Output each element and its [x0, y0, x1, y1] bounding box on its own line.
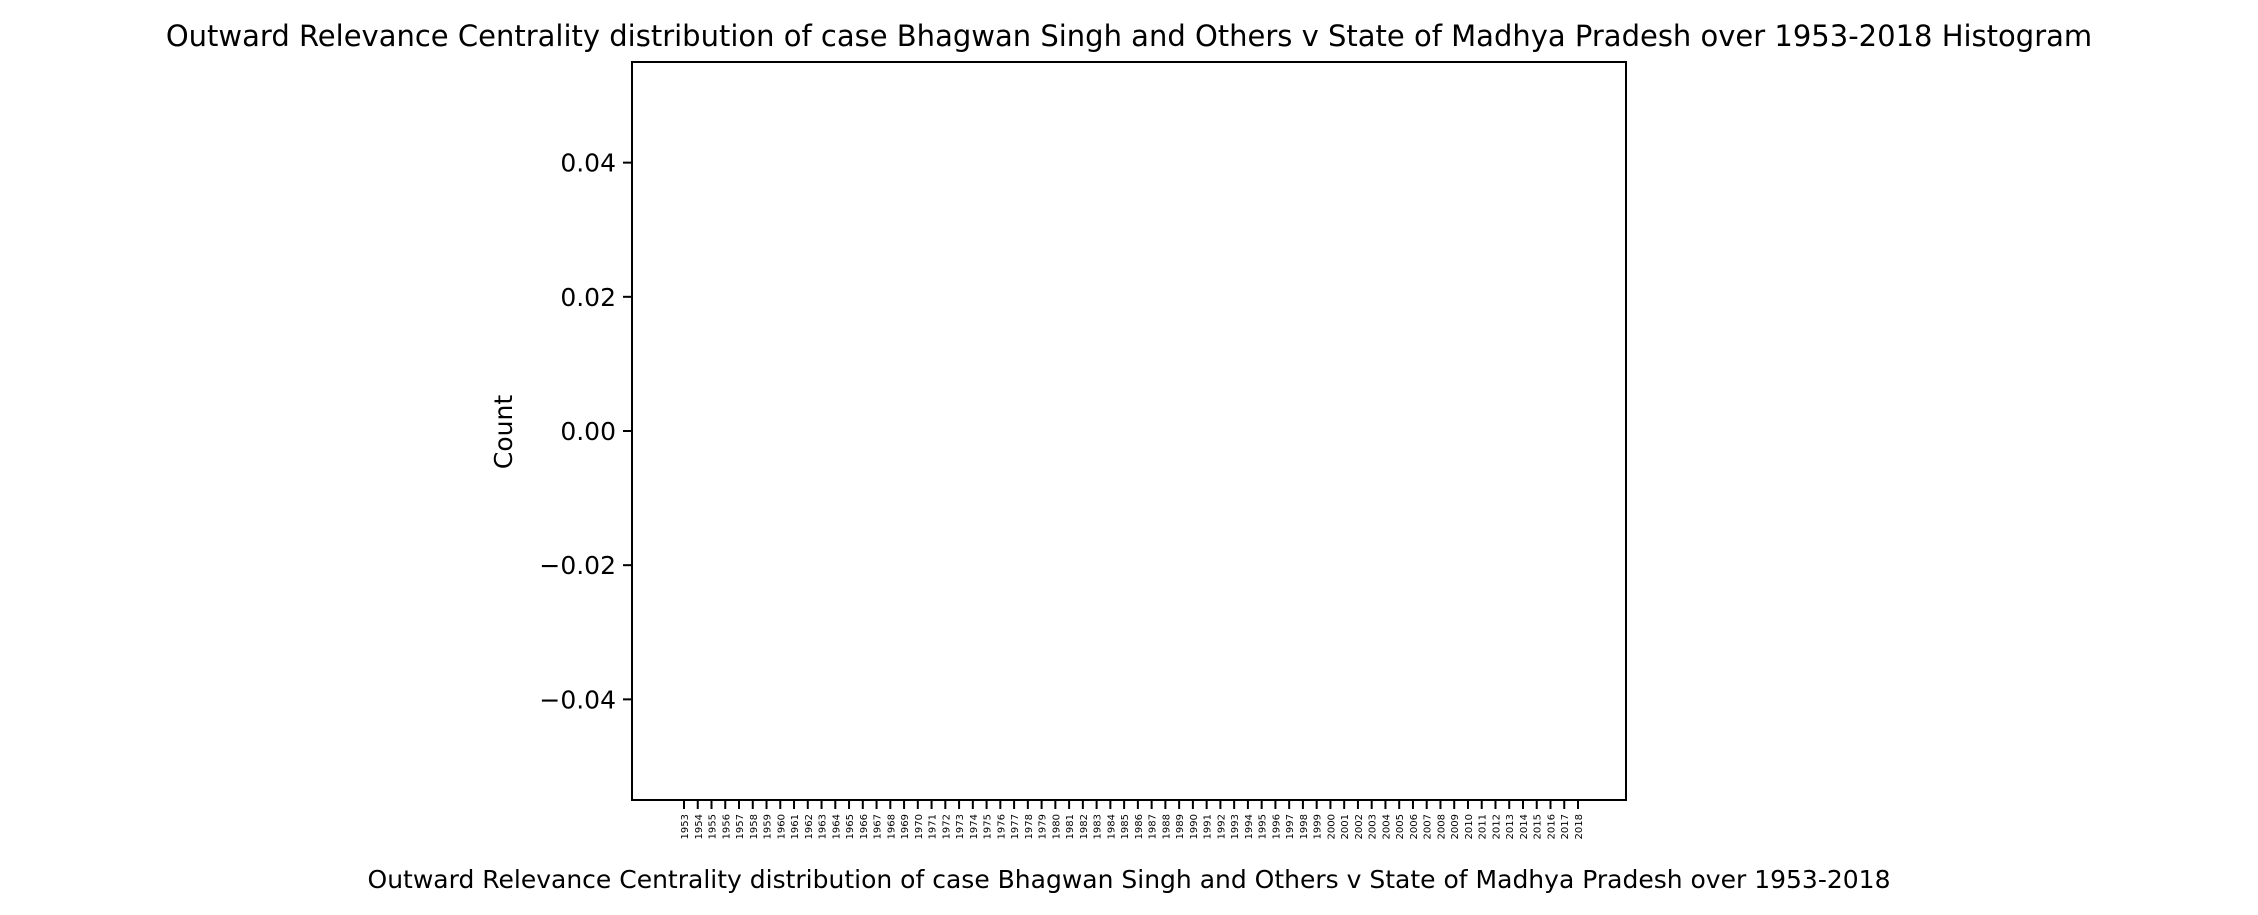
x-tick-label: 1954	[694, 814, 705, 839]
x-tick-label: 1991	[1203, 814, 1214, 839]
x-tick-label: 1959	[763, 814, 774, 839]
x-tick-label: 1956	[721, 814, 732, 839]
x-tick-label: 1981	[1065, 814, 1076, 839]
x-tick-label: 1968	[886, 814, 897, 839]
x-tick-label: 1996	[1271, 814, 1282, 839]
x-tick-label: 1958	[749, 814, 760, 839]
x-tick-label: 2012	[1491, 814, 1502, 839]
x-tick-label: 1975	[983, 814, 994, 839]
x-tick-label: 1971	[928, 814, 939, 839]
x-tick-label: 1973	[955, 814, 966, 839]
x-tick-label: 1989	[1175, 814, 1186, 839]
x-tick-label: 1984	[1106, 814, 1117, 839]
x-tick-label: 2008	[1436, 814, 1447, 839]
x-tick-label: 1965	[845, 814, 856, 839]
x-tick-label: 1970	[914, 814, 925, 839]
x-tick-label: 2003	[1368, 814, 1379, 839]
x-tick-label: 1979	[1038, 814, 1049, 839]
x-tick-label: 1998	[1299, 814, 1310, 839]
x-tick-label: 2011	[1478, 814, 1489, 839]
x-tick-label: 1997	[1285, 814, 1296, 839]
x-tick-label: 1999	[1313, 814, 1324, 839]
x-tick-label: 1983	[1093, 814, 1104, 839]
x-tick-label: 2013	[1505, 814, 1516, 839]
y-tick-label: 0.02	[560, 283, 616, 312]
x-tick-label: 1976	[996, 814, 1007, 839]
x-tick-label: 2018	[1574, 814, 1585, 839]
x-tick-label: 1986	[1134, 814, 1145, 839]
x-tick-label: 1961	[790, 814, 801, 839]
y-axis-label: Count	[489, 395, 518, 469]
x-tick-label: 2014	[1519, 814, 1530, 839]
x-tick-label: 1987	[1148, 814, 1159, 839]
x-tick-label: 1960	[776, 814, 787, 839]
x-tick-label: 1972	[941, 814, 952, 839]
x-tick-label: 1966	[859, 814, 870, 839]
y-tick-label: 0.04	[560, 149, 616, 178]
x-tick-label: 1963	[818, 814, 829, 839]
x-tick-label: 1977	[1010, 814, 1021, 839]
x-tick-label: 1990	[1189, 814, 1200, 839]
x-tick-label: 1994	[1244, 814, 1255, 839]
x-tick-label: 2010	[1464, 814, 1475, 839]
y-tick-label: −0.02	[539, 551, 616, 580]
x-tick-label: 2004	[1381, 814, 1392, 839]
x-tick-label: 2016	[1546, 814, 1557, 839]
x-tick-label: 1980	[1051, 814, 1062, 839]
x-tick-label: 1964	[831, 814, 842, 839]
x-axis: 1953 1954 1955 1956 1957 1958 1959 1960 1961 1962…	[680, 800, 1585, 839]
x-tick-label: 1992	[1216, 814, 1227, 839]
x-tick-label: 1982	[1079, 814, 1090, 839]
x-tick-label: 2001	[1340, 814, 1351, 839]
x-tick-label: 1967	[873, 814, 884, 839]
x-tick-label: 1962	[804, 814, 815, 839]
x-tick-label: 1953	[680, 814, 691, 839]
x-tick-label: 1988	[1161, 814, 1172, 839]
y-tick-label: 0.00	[560, 417, 616, 446]
chart-title: Outward Relevance Centrality distributio…	[166, 19, 2092, 53]
x-tick-label: 2017	[1560, 814, 1571, 839]
x-tick-label: 1957	[735, 814, 746, 839]
x-tick-label: 1974	[969, 814, 980, 839]
x-tick-label: 2015	[1533, 814, 1544, 839]
y-axis: −0.04 −0.02 0.00 0.02 0.04	[539, 149, 632, 714]
x-axis-label: Outward Relevance Centrality distributio…	[368, 865, 1891, 894]
x-tick-label: 1955	[708, 814, 719, 839]
x-tick-label: 1969	[900, 814, 911, 839]
y-tick-label: −0.04	[539, 685, 616, 714]
x-tick-label: 2005	[1395, 814, 1406, 839]
x-tick-label: 2006	[1409, 814, 1420, 839]
x-tick-label: 1985	[1120, 814, 1131, 839]
x-tick-label: 1978	[1024, 814, 1035, 839]
x-tick-label: 2007	[1423, 814, 1434, 839]
x-tick-label: 1995	[1258, 814, 1269, 839]
x-tick-label: 2002	[1354, 814, 1365, 839]
x-tick-label: 2000	[1326, 814, 1337, 839]
x-tick-label: 1993	[1230, 814, 1241, 839]
x-tick-label: 2009	[1450, 814, 1461, 839]
